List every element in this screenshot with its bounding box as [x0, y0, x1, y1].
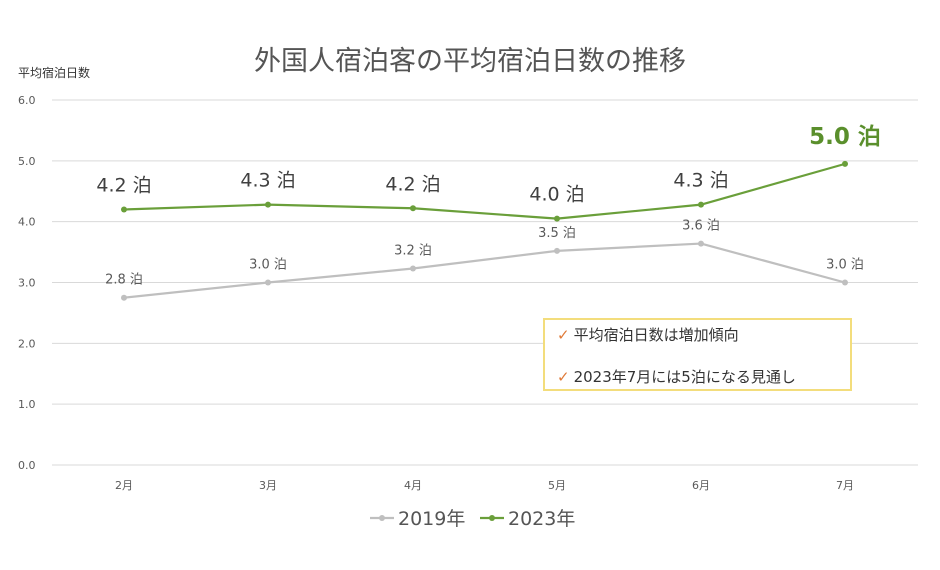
legend-entry: 2023年: [508, 508, 575, 530]
series-line-2023年: [123, 162, 846, 220]
legend: 2019年 2023年: [370, 508, 575, 530]
series-line-2019年: [123, 242, 846, 299]
x-tick-label: 3月: [259, 479, 277, 492]
legend-marker-icon: [379, 515, 385, 521]
legend-entry: 2019年: [398, 508, 465, 530]
check-icon: ✓: [557, 326, 570, 344]
series-lines: [121, 160, 848, 301]
data-point: [554, 247, 560, 254]
data-label: 4.3 泊: [240, 170, 295, 192]
check-icon: ✓: [557, 368, 570, 386]
data-point: [410, 265, 416, 272]
y-axis-label: 平均宿泊日数: [18, 65, 90, 80]
grid-lines: [52, 99, 918, 466]
callout-box: ✓ 平均宿泊日数は増加傾向 ✓ 2023年7月には5泊になる見通し: [543, 318, 852, 391]
y-tick-label: 6.0: [18, 94, 36, 107]
y-tick-label: 2.0: [18, 337, 36, 350]
y-tick-label: 0.0: [18, 459, 36, 472]
data-label: 2.8 泊: [105, 273, 143, 288]
y-tick-label: 5.0: [18, 155, 36, 168]
data-label: 3.0 泊: [249, 258, 287, 273]
callout-item-text: 平均宿泊日数は増加傾向: [573, 326, 739, 344]
data-label: 3.0 泊: [826, 258, 864, 273]
callout-item-text: 2023年7月には5泊になる見通し: [573, 368, 796, 386]
data-point: [121, 294, 127, 301]
data-label: 4.2 泊: [385, 173, 440, 195]
data-point: [265, 279, 271, 286]
x-tick-labels: 2月 3月 4月 5月 6月 7月: [115, 479, 854, 492]
chart-title: 外国人宿泊客の平均宿泊日数の推移: [254, 46, 686, 77]
data-labels: 2.8 泊 3.0 泊 3.2 泊 3.5 泊 3.6 泊 3.0 泊 4.2 泊 4.3 泊…: [96, 124, 881, 288]
data-point: [410, 205, 416, 212]
data-label: 3.2 泊: [394, 244, 432, 259]
data-point: [842, 279, 848, 286]
data-point: [554, 215, 560, 222]
y-tick-label: 3.0: [18, 277, 36, 290]
x-tick-label: 6月: [692, 479, 710, 492]
data-label: 3.5 泊: [538, 226, 576, 241]
x-tick-label: 2月: [115, 479, 133, 492]
x-tick-label: 5月: [548, 479, 566, 492]
data-label: 5.0 泊: [809, 124, 881, 150]
data-label: 4.2 泊: [96, 175, 151, 197]
data-label: 3.6 泊: [682, 219, 720, 234]
y-tick-label: 1.0: [18, 398, 36, 411]
x-tick-label: 4月: [404, 479, 422, 492]
data-point: [842, 160, 848, 167]
data-point: [265, 201, 271, 208]
data-point: [698, 240, 704, 247]
y-tick-labels: 0.0 1.0 2.0 3.0 4.0 5.0 6.0: [18, 94, 36, 472]
callout-item-2: ✓ 2023年7月には5泊になる見通し: [557, 366, 796, 387]
y-tick-label: 4.0: [18, 216, 36, 229]
legend-marker-icon: [489, 515, 495, 521]
data-point: [698, 201, 704, 208]
data-label: 4.3 泊: [673, 170, 728, 192]
x-tick-label: 7月: [836, 479, 854, 492]
data-point: [121, 206, 127, 213]
callout-item-1: ✓ 平均宿泊日数は増加傾向: [557, 324, 739, 345]
data-label: 4.0 泊: [529, 184, 584, 206]
